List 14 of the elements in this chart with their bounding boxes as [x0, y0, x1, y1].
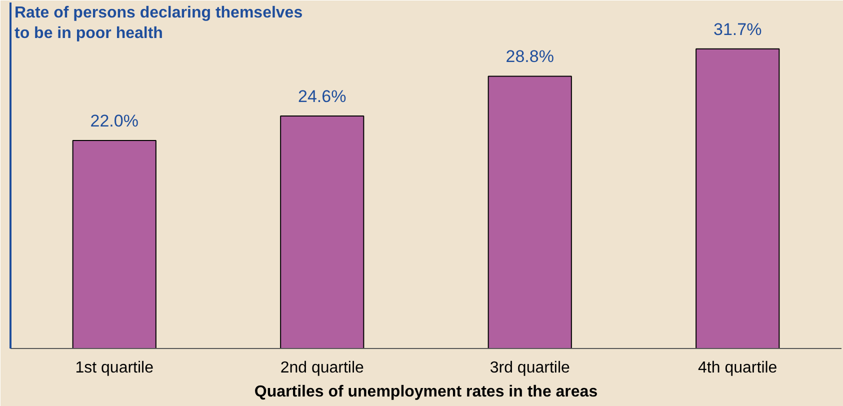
bar	[488, 76, 572, 348]
x-axis-title: Quartiles of unemployment rates in the areas	[254, 384, 598, 400]
x-tick-label: 1st quartile	[75, 360, 154, 376]
bar	[280, 115, 364, 348]
data-label: 28.8%	[506, 47, 554, 66]
bar	[72, 140, 156, 348]
y-axis-title: Rate of persons declaring themselves to be in poor health	[14, 4, 303, 42]
data-label: 31.7%	[714, 20, 762, 39]
bar	[696, 48, 780, 348]
data-label: 22.0%	[90, 112, 138, 131]
x-tick-label: 2nd quartile	[280, 360, 364, 376]
x-tick-label: 3rd quartile	[490, 360, 570, 376]
data-label: 24.6%	[298, 86, 346, 106]
x-tick-label: 4th quartile	[698, 360, 778, 376]
